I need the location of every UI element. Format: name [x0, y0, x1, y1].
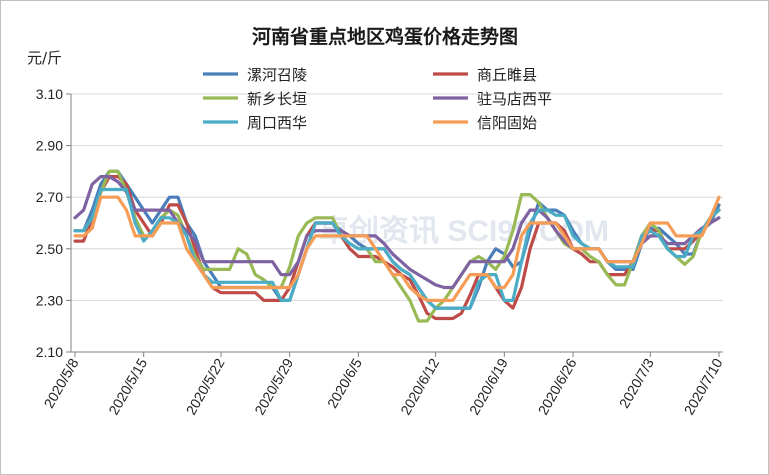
x-tick-label: 2020/5/22: [183, 355, 228, 417]
series-line-2: [73, 175, 721, 321]
series-lines: [73, 169, 721, 323]
x-tick-label: 2020/5/8: [40, 355, 81, 410]
legend-label: 商丘睢县: [477, 66, 537, 84]
x-tick-label: 2020/7/10: [681, 355, 726, 417]
x-tick-label: 2020/6/19: [466, 355, 511, 417]
legend-label: 漯河召陵: [247, 66, 307, 84]
x-tick-labels: 2020/5/8 2020/5/15 2020/5/22 2020/5/29 2020/…: [40, 352, 726, 417]
x-tick-label: 2020/5/15: [105, 355, 150, 417]
legend-label: 新乡长垣: [247, 90, 307, 108]
y-tick-label: 3.10: [36, 86, 63, 102]
axes: [70, 94, 723, 353]
y-tick-label: 2.30: [36, 292, 63, 308]
legend-label: 信阳固始: [477, 114, 537, 132]
y-tick-label: 2.70: [36, 189, 63, 205]
x-tick-label: 2020/6/12: [397, 355, 442, 417]
y-tick-label: 2.50: [36, 241, 63, 257]
legend-label: 周口西华: [247, 114, 307, 132]
x-tick-label: 2020/6/5: [324, 355, 365, 410]
y-tick-label: 2.10: [36, 344, 63, 360]
x-tick-label: 2020/5/29: [251, 355, 296, 417]
grid-lines: [66, 93, 723, 353]
y-axis-unit: 元/斤: [27, 49, 62, 67]
chart-title: 河南省重点地区鸡蛋价格走势图: [252, 25, 518, 48]
y-tick-labels: 2.10 2.30 2.50 2.70 2.90 3.10: [36, 86, 63, 360]
y-tick-label: 2.90: [36, 138, 63, 154]
legend-label: 驻马店西平: [477, 90, 552, 108]
series-line-5: [73, 187, 721, 310]
x-tick-label: 2020/7/3: [616, 355, 657, 410]
series-line-6: [73, 195, 721, 302]
x-tick-label: 2020/6/26: [535, 355, 580, 417]
